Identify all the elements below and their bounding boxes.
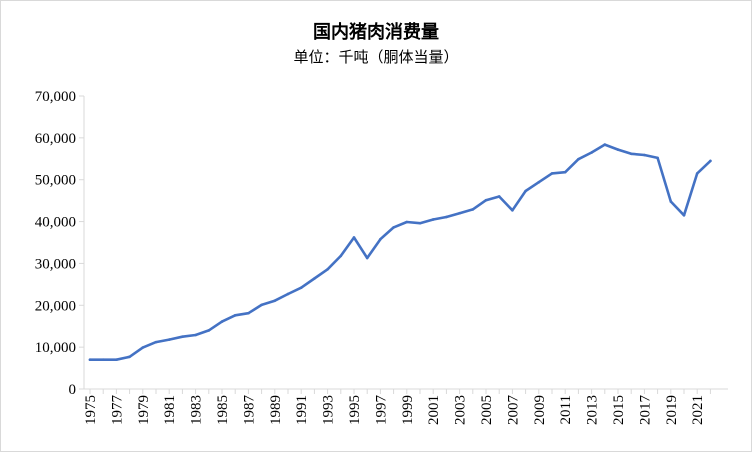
x-tick-label: 1989 bbox=[268, 395, 284, 425]
data-point bbox=[207, 329, 211, 332]
data-point bbox=[445, 215, 448, 219]
x-tick-label: 1987 bbox=[241, 395, 257, 426]
data-point bbox=[273, 299, 277, 302]
data-point bbox=[418, 221, 422, 225]
x-tick-label: 1977 bbox=[109, 395, 125, 426]
x-tick-label: 1999 bbox=[400, 395, 416, 425]
x-tick-label: 1981 bbox=[162, 395, 178, 425]
x-tick-label: 2011 bbox=[558, 395, 574, 424]
x-tick-label: 2015 bbox=[611, 395, 627, 425]
y-tick-label: 20,000 bbox=[35, 298, 76, 314]
data-point bbox=[682, 213, 686, 217]
y-tick-label: 30,000 bbox=[35, 256, 76, 272]
data-point bbox=[313, 277, 316, 280]
data-point bbox=[128, 355, 131, 359]
data-point bbox=[643, 153, 646, 157]
data-point bbox=[550, 172, 554, 175]
chart-subtitle: 单位：千吨（胴体当量） bbox=[293, 48, 459, 66]
x-tick-label: 2019 bbox=[664, 395, 680, 425]
y-tick-label: 60,000 bbox=[35, 131, 76, 147]
y-axis: 0 10,000 20,000 30,000 40,000 50,000 60,000 70,… bbox=[35, 89, 85, 398]
x-tick-label: 1983 bbox=[189, 395, 205, 425]
data-point bbox=[629, 152, 633, 156]
data-point bbox=[299, 286, 303, 290]
data-point bbox=[233, 314, 237, 317]
series-group bbox=[88, 143, 712, 362]
data-point bbox=[405, 220, 409, 224]
x-tick-label: 1995 bbox=[347, 395, 363, 425]
data-point bbox=[497, 195, 501, 198]
data-point bbox=[616, 148, 620, 151]
data-point bbox=[339, 254, 343, 258]
data-point bbox=[669, 200, 673, 203]
x-tick-label: 2017 bbox=[637, 395, 653, 426]
data-point bbox=[379, 237, 382, 241]
data-point bbox=[431, 218, 435, 221]
data-point bbox=[220, 320, 224, 323]
x-tick-label: 2007 bbox=[505, 395, 521, 426]
x-tick-label: 2021 bbox=[690, 395, 706, 425]
y-tick-label: 10,000 bbox=[35, 340, 76, 356]
y-tick-label: 50,000 bbox=[35, 173, 76, 189]
y-tick-label: 70,000 bbox=[35, 89, 76, 105]
data-point bbox=[181, 335, 184, 338]
data-point bbox=[695, 172, 699, 175]
data-point bbox=[458, 211, 461, 215]
x-tick-label: 1997 bbox=[373, 395, 389, 426]
data-point bbox=[115, 358, 118, 362]
y-tick-label: 40,000 bbox=[35, 215, 76, 231]
data-point bbox=[603, 143, 607, 146]
data-point bbox=[563, 170, 567, 174]
data-point bbox=[709, 159, 712, 163]
data-point bbox=[511, 208, 514, 212]
x-tick-label: 1985 bbox=[215, 395, 231, 425]
data-point bbox=[141, 346, 145, 349]
x-axis: 1975 1977 1979 1981 1983 1985 1987 1989 1991 1993… bbox=[83, 388, 728, 426]
data-point bbox=[194, 333, 197, 337]
x-tick-label: 2001 bbox=[426, 395, 442, 425]
x-tick-label: 1979 bbox=[136, 395, 152, 425]
data-point bbox=[286, 292, 290, 296]
x-tick-label: 1993 bbox=[321, 395, 337, 425]
data-point bbox=[88, 358, 92, 362]
data-point bbox=[365, 256, 369, 260]
x-tick-label: 2013 bbox=[585, 395, 601, 425]
data-point bbox=[154, 340, 158, 344]
x-tick-label: 1975 bbox=[83, 395, 99, 425]
data-point bbox=[167, 338, 171, 341]
data-point bbox=[471, 208, 475, 211]
data-point bbox=[537, 180, 541, 184]
data-point bbox=[590, 151, 593, 154]
data-point bbox=[577, 157, 580, 161]
chart-title: 国内猪肉消费量 bbox=[313, 22, 439, 43]
data-point bbox=[392, 226, 395, 229]
x-tick-label: 1991 bbox=[294, 395, 310, 425]
data-point bbox=[326, 267, 329, 271]
data-point bbox=[352, 236, 356, 239]
data-point bbox=[101, 358, 105, 362]
x-tick-label: 2003 bbox=[453, 395, 469, 425]
y-tick-label: 0 bbox=[69, 382, 77, 398]
data-point bbox=[656, 156, 659, 160]
series-line bbox=[88, 143, 712, 362]
x-tick-label: 2009 bbox=[532, 395, 548, 425]
data-point bbox=[260, 303, 263, 307]
data-point bbox=[247, 311, 250, 315]
data-point bbox=[524, 189, 527, 193]
x-tick-label: 2005 bbox=[479, 395, 495, 425]
data-point bbox=[484, 198, 488, 202]
